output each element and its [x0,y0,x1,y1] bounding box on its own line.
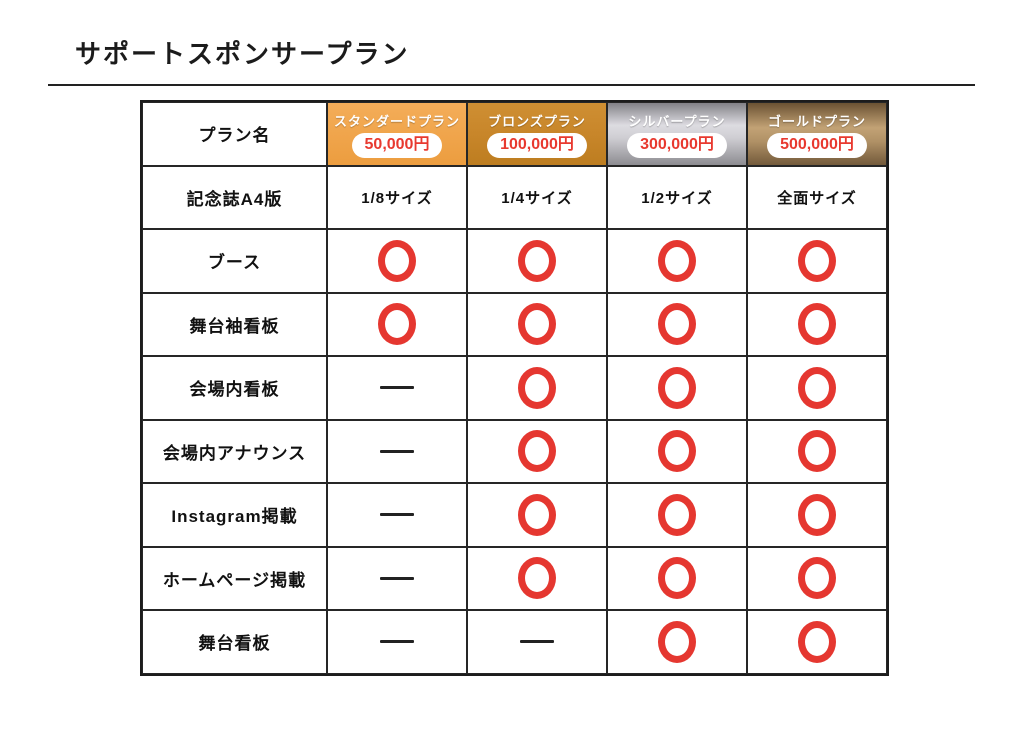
mark-cell [747,292,887,356]
mark-cell [747,483,887,547]
row-label-cell: 記念誌A4版 [142,165,327,229]
included-circle-icon [798,493,836,536]
value-cell: 全面サイズ [747,165,887,229]
row-label-cell: Instagram掲載 [142,483,327,547]
mark-cell [467,483,607,547]
included-circle-icon [518,303,556,346]
row-label: 会場内アナウンス [162,443,307,463]
mark-cell [607,356,747,420]
included-circle-icon [658,620,696,663]
plan-header-bronze: ブロンズプラン 100,000円 [467,102,607,166]
row-label-cell: 舞台看板 [142,610,327,674]
plan-name-label: ブロンズプラン [488,114,586,130]
price-badge: 500,000円 [767,133,867,159]
mark-cell [467,292,607,356]
mark-cell [747,229,887,293]
included-circle-icon [658,366,696,409]
row-label: 舞台袖看板 [189,316,280,336]
row-label-cell: 舞台袖看板 [142,292,327,356]
value-cell: 1/4サイズ [467,165,607,229]
excluded-dash-icon [380,640,414,644]
row-label: Instagram掲載 [171,507,298,527]
row-label-cell: ブース [142,229,327,293]
included-circle-icon [658,303,696,346]
mark-cell [747,356,887,420]
excluded-dash-icon [380,576,414,580]
included-circle-icon [518,493,556,536]
value-cell: 1/8サイズ [327,165,467,229]
included-circle-icon [378,239,416,282]
included-circle-icon [798,620,836,663]
row-label-cell: 会場内アナウンス [142,419,327,483]
price-badge: 50,000円 [351,133,443,159]
size-value: 1/2サイズ [641,189,713,207]
sponsor-plan-table: プラン名 スタンダードプラン 50,000円 ブロンズプラン 100,000円 … [140,100,889,676]
price-badge: 300,000円 [627,133,727,159]
included-circle-icon [798,557,836,600]
mark-cell [327,356,467,420]
mark-cell [467,610,607,674]
row-label: ホームページ掲載 [162,570,307,590]
included-circle-icon [658,493,696,536]
mark-cell [607,419,747,483]
plan-name-label: ゴールドプラン [767,114,866,130]
size-value: 1/4サイズ [501,189,573,207]
plan-name-label: シルバープラン [628,114,726,130]
size-value: 全面サイズ [777,189,857,207]
value-cell: 1/2サイズ [607,165,747,229]
mark-cell [607,483,747,547]
excluded-dash-icon [380,449,414,453]
included-circle-icon [798,239,836,282]
included-circle-icon [378,303,416,346]
plan-header-gold: ゴールドプラン 500,000円 [747,102,887,166]
included-circle-icon [658,557,696,600]
included-circle-icon [658,430,696,473]
plan-name-label: スタンダードプラン [333,114,460,130]
row-label: 会場内看板 [189,380,280,400]
mark-cell [327,483,467,547]
included-circle-icon [798,430,836,473]
row-label: ブース [207,253,262,273]
mark-cell [327,292,467,356]
included-circle-icon [518,557,556,600]
mark-cell [327,610,467,674]
mark-cell [327,546,467,610]
mark-cell [467,419,607,483]
excluded-dash-icon [380,513,414,517]
mark-cell [467,356,607,420]
excluded-dash-icon [520,640,554,644]
size-value: 1/8サイズ [361,189,433,207]
price-badge: 100,000円 [487,133,587,159]
row-label: 記念誌A4版 [186,189,283,209]
mark-cell [607,546,747,610]
plan-header-standard: スタンダードプラン 50,000円 [327,102,467,166]
mark-cell [747,546,887,610]
mark-cell [467,229,607,293]
mark-cell [327,229,467,293]
plan-name-header-label: プラン名 [198,126,271,146]
row-label-cell: 会場内看板 [142,356,327,420]
included-circle-icon [658,239,696,282]
page-title: サポートスポンサープラン [75,39,410,69]
title-underline [48,84,975,86]
row-label-cell: ホームページ掲載 [142,546,327,610]
included-circle-icon [518,239,556,282]
included-circle-icon [518,430,556,473]
mark-cell [607,229,747,293]
included-circle-icon [518,366,556,409]
plan-header-silver: シルバープラン 300,000円 [607,102,747,166]
mark-cell [467,546,607,610]
mark-cell [607,610,747,674]
mark-cell [607,292,747,356]
mark-cell [327,419,467,483]
excluded-dash-icon [380,386,414,390]
included-circle-icon [798,303,836,346]
mark-cell [747,610,887,674]
plan-name-header-cell: プラン名 [142,102,327,166]
included-circle-icon [798,366,836,409]
row-label: 舞台看板 [198,634,271,654]
mark-cell [747,419,887,483]
